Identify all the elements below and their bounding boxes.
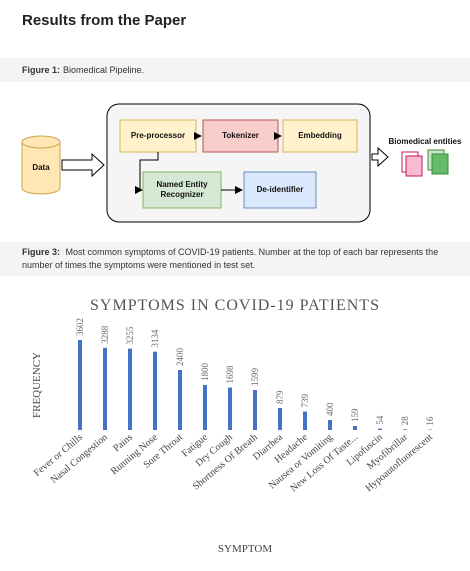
caption-text: Figure 3: Most common symptoms of COVID-… bbox=[22, 246, 448, 272]
value-label: 739 bbox=[300, 394, 310, 408]
arrow bbox=[135, 152, 159, 194]
bar bbox=[103, 347, 107, 430]
value-label: 3255 bbox=[125, 326, 135, 345]
node-box bbox=[142, 171, 222, 209]
bar bbox=[253, 390, 257, 430]
node-label: Pre-processor bbox=[130, 131, 186, 140]
value-label: 54 bbox=[375, 415, 385, 425]
page-title: Results from the Paper bbox=[22, 12, 187, 29]
node-box bbox=[282, 119, 358, 153]
value-label: 1800 bbox=[200, 363, 210, 382]
value-label: 28 bbox=[400, 416, 410, 426]
arrow bbox=[371, 146, 389, 168]
node-box bbox=[119, 119, 197, 153]
bar bbox=[328, 420, 332, 430]
value-label: 3288 bbox=[100, 325, 110, 344]
node-label: Embedding bbox=[298, 131, 342, 140]
value-label: 2400 bbox=[175, 348, 185, 367]
value-label: 879 bbox=[275, 390, 285, 404]
pipeline-diagram bbox=[21, 103, 449, 223]
value-label: 3602 bbox=[75, 318, 85, 336]
chart: SYMPTOMS IN COVID-19 PATIENTS FREQUENCY … bbox=[31, 297, 435, 555]
bar bbox=[378, 428, 382, 430]
data-cylinder-top bbox=[21, 135, 61, 149]
doc-icon bbox=[431, 153, 449, 175]
node-label: De-identifier bbox=[256, 185, 304, 194]
node-box bbox=[243, 171, 317, 209]
bar bbox=[403, 429, 407, 430]
bar bbox=[278, 408, 282, 430]
value-label: 1698 bbox=[225, 365, 235, 384]
data-cylinder bbox=[21, 142, 61, 195]
arrow bbox=[61, 152, 105, 178]
value-label: 400 bbox=[325, 402, 335, 416]
doc-icon bbox=[405, 155, 423, 177]
node-label: Named Entity Recognizer bbox=[156, 180, 208, 199]
caption-label: Figure 1: bbox=[22, 64, 61, 75]
chart-title: SYMPTOMS IN COVID-19 PATIENTS bbox=[90, 297, 380, 314]
value-label: 16 bbox=[425, 416, 435, 426]
node-label: Biomedical entities bbox=[388, 137, 462, 146]
bar bbox=[78, 339, 82, 430]
figure-caption: Figure 1: Biomedical Pipeline. bbox=[0, 58, 470, 82]
bar bbox=[178, 370, 182, 430]
figure-caption: Figure 3: Most common symptoms of COVID-… bbox=[0, 242, 470, 276]
bar bbox=[353, 426, 357, 430]
value-label: 1599 bbox=[250, 368, 260, 387]
bar bbox=[303, 411, 307, 430]
x-axis-label: SYMPTOM bbox=[218, 543, 272, 555]
value-label: 159 bbox=[350, 408, 360, 422]
caption-body: Most common symptoms of COVID-19 patient… bbox=[22, 247, 439, 270]
bar bbox=[203, 385, 207, 430]
value-label: 3134 bbox=[150, 329, 160, 348]
node-label: Data bbox=[32, 163, 50, 172]
bar bbox=[153, 351, 157, 430]
caption-text: Biomedical Pipeline. bbox=[63, 64, 145, 75]
node-label: Tokenizer bbox=[222, 131, 259, 140]
bar bbox=[128, 348, 132, 430]
y-axis-label: FREQUENCY bbox=[31, 352, 43, 418]
caption-label: Figure 3: bbox=[22, 247, 61, 257]
bar bbox=[228, 387, 232, 430]
